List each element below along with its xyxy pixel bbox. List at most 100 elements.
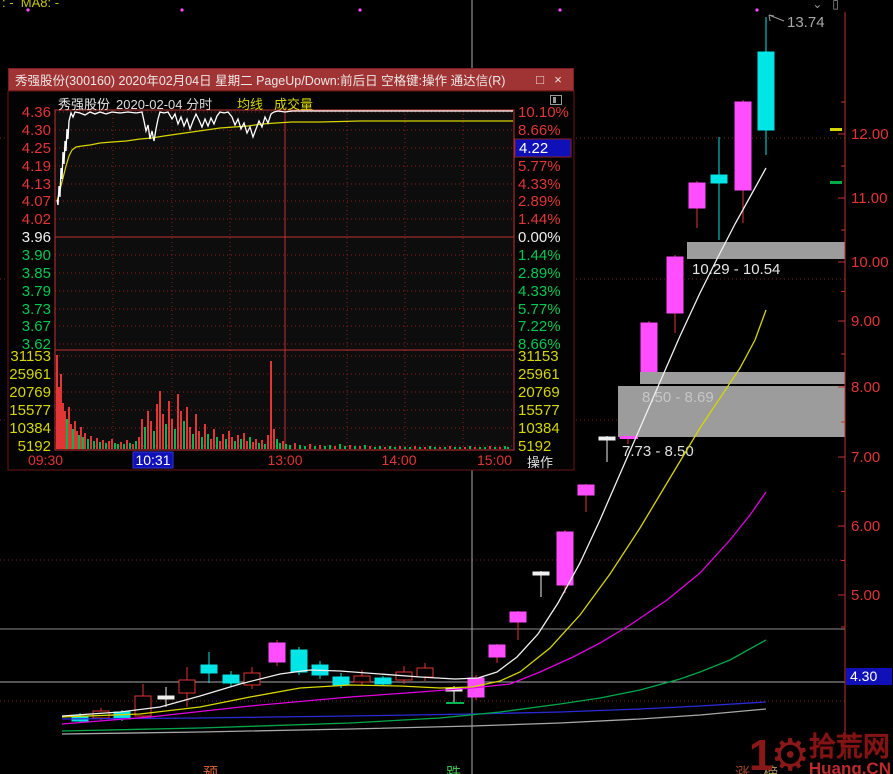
intraday-price-label: 4.02 bbox=[22, 211, 51, 228]
zone-price-range-label: 10.29 - 10.54 bbox=[692, 261, 780, 278]
y-axis-label: 12.00 bbox=[851, 126, 889, 143]
volume-axis-label: 15577 bbox=[9, 402, 51, 419]
y-axis-label: 10.00 bbox=[851, 254, 889, 271]
bottom-tab-yu[interactable]: 预 bbox=[203, 765, 219, 774]
volume-axis-label: 5192 bbox=[18, 438, 51, 455]
intraday-price-label: 3.73 bbox=[22, 301, 51, 318]
intraday-pct-label: 1.44% bbox=[518, 211, 561, 228]
intraday-price-label: 3.85 bbox=[22, 265, 51, 282]
intraday-pct-label: 8.66% bbox=[518, 122, 561, 139]
maximize-button[interactable]: □ bbox=[536, 72, 544, 87]
volume-toggle[interactable]: 成交量 bbox=[274, 97, 314, 112]
green-dash-mark bbox=[446, 702, 464, 704]
time-axis-label: 15:00 bbox=[477, 452, 512, 468]
close-button[interactable]: × bbox=[554, 72, 562, 87]
volume-axis-label: 31153 bbox=[518, 348, 559, 365]
action-menu-button[interactable]: 操作 bbox=[527, 455, 554, 470]
ma-axis-marker bbox=[830, 128, 842, 131]
volume-axis-label: 5192 bbox=[518, 438, 551, 455]
candle-body bbox=[353, 675, 371, 683]
popup-title: 秀强股份(300160) 2020年02月04日 星期二 PageUp/Down… bbox=[15, 74, 506, 88]
watermark-domain: Huang.CN bbox=[808, 759, 891, 774]
candle-body bbox=[488, 644, 506, 658]
popup-date-mode: 2020-02-04 分时 bbox=[116, 97, 213, 112]
clipped-line-dot bbox=[358, 8, 362, 12]
bottom-tab-zhang[interactable]: 涨 bbox=[735, 765, 751, 774]
intraday-pct-label: 5.77% bbox=[518, 301, 561, 318]
ma-line-1 bbox=[61, 701, 767, 720]
intraday-pct-label: 2.89% bbox=[518, 265, 561, 282]
ma-indicator-readout: : - MA8: - bbox=[2, 0, 60, 10]
cursor-time-value: 10:31 bbox=[135, 452, 170, 468]
candle-body bbox=[734, 101, 752, 191]
resistance-zone bbox=[687, 242, 845, 259]
chevron-down-icon[interactable]: ⌄ bbox=[812, 0, 833, 11]
pane-collapse-icons[interactable]: ⌄▯ bbox=[812, 0, 849, 11]
clipped-line-dot bbox=[26, 8, 30, 12]
gear-icon: ⚙ bbox=[770, 731, 809, 774]
ma-line-3 bbox=[61, 491, 767, 725]
intraday-price-label: 3.90 bbox=[22, 247, 51, 264]
y-axis-label: 9.00 bbox=[851, 313, 880, 330]
ma-line-5 bbox=[61, 167, 767, 717]
intraday-price-label: 3.79 bbox=[22, 283, 51, 300]
resistance-zone bbox=[640, 372, 845, 385]
candle-body bbox=[757, 51, 775, 131]
volume-axis-label: 20769 bbox=[518, 384, 560, 401]
intraday-price-label: 4.13 bbox=[22, 176, 51, 193]
candle-body bbox=[200, 664, 218, 674]
cursor-price-value: 4.22 bbox=[519, 140, 548, 157]
intraday-pct-label: 2.89% bbox=[518, 193, 561, 210]
intraday-price-label: 4.19 bbox=[22, 158, 51, 175]
price-line bbox=[56, 110, 513, 206]
time-axis-label: 14:00 bbox=[381, 452, 416, 468]
time-axis-label: 09:30 bbox=[28, 452, 63, 468]
candle-body bbox=[666, 256, 684, 314]
candle-body bbox=[92, 710, 110, 719]
intraday-pct-label: 8.66% bbox=[518, 336, 561, 353]
intraday-price-label: 4.36 bbox=[22, 104, 51, 121]
y-axis-label: 5.00 bbox=[851, 587, 880, 604]
candle-body bbox=[134, 695, 152, 717]
bottom-tab-die[interactable]: 跌 bbox=[446, 765, 462, 774]
y-axis-label: 6.00 bbox=[851, 518, 880, 535]
intraday-pct-label: 0.00% bbox=[518, 229, 561, 246]
avg-line-toggle[interactable]: 均线 bbox=[237, 97, 264, 112]
intraday-pct-label: 5.77% bbox=[518, 158, 561, 175]
annotation-arrowhead bbox=[768, 14, 775, 17]
ma-line-2 bbox=[61, 639, 767, 732]
watermark: 1⚙ 拾荒网 Huang.CN bbox=[749, 734, 891, 774]
intraday-price-label: 4.30 bbox=[22, 122, 51, 139]
candle-body bbox=[710, 174, 728, 184]
candle-body bbox=[577, 484, 595, 496]
candle-body bbox=[598, 436, 616, 441]
bottom-tab-bang[interactable]: 榜 bbox=[763, 765, 779, 774]
candle-body bbox=[374, 677, 392, 685]
candle-body bbox=[416, 667, 434, 678]
candle-body bbox=[268, 642, 286, 663]
ma-axis-marker bbox=[830, 181, 842, 184]
clipped-line-dot bbox=[755, 8, 759, 12]
window-pane-icon[interactable]: ▯ bbox=[832, 0, 849, 11]
intraday-price-label: 3.96 bbox=[22, 229, 51, 246]
y-axis-label: 8.00 bbox=[851, 379, 880, 396]
y-axis-label: 7.00 bbox=[851, 449, 880, 466]
avg-price-line bbox=[56, 120, 513, 202]
annotation-arrowhead bbox=[768, 14, 771, 22]
watermark-site-name: 拾荒网 bbox=[808, 732, 890, 762]
y-axis-label: 11.00 bbox=[851, 190, 887, 207]
crosshair-price-value: 4.30 bbox=[850, 668, 877, 684]
candle-body bbox=[640, 322, 658, 373]
volume-axis-label: 25961 bbox=[9, 366, 51, 383]
crosshair-price-box bbox=[846, 668, 892, 685]
ma-line-0 bbox=[61, 708, 767, 735]
volume-axis-label: 10384 bbox=[9, 420, 51, 437]
intraday-popup-titlebar[interactable]: 秀强股份(300160) 2020年02月04日 星期二 PageUp/Down… bbox=[8, 68, 574, 91]
popup-layout-icon[interactable] bbox=[550, 95, 562, 105]
clipped-line-dot bbox=[180, 8, 184, 12]
intraday-price-label: 4.07 bbox=[22, 193, 51, 210]
intraday-price-label: 4.25 bbox=[22, 140, 51, 157]
volume-axis-label: 25961 bbox=[518, 366, 560, 383]
